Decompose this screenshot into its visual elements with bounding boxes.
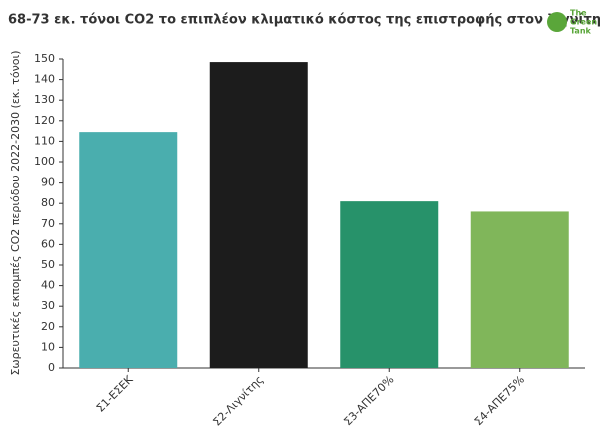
chart-title: 68-73 εκ. τόνοι CO2 το επιπλέον κλιματικ…	[8, 13, 600, 28]
y-tick-label: 0	[48, 361, 55, 374]
y-tick-label: 140	[34, 73, 55, 86]
y-tick-label: 20	[41, 320, 55, 333]
y-tick-label: 80	[41, 196, 55, 209]
bar	[470, 211, 569, 368]
x-tick-label: Σ4-ΑΠΕ75%	[472, 373, 527, 427]
logo: The Green Tank	[547, 9, 597, 36]
bar	[209, 62, 308, 369]
y-tick-label: 70	[41, 217, 55, 230]
y-tick-label: 30	[41, 299, 55, 312]
y-axis-label: Σωρευτικές εκπομπές CO2 περιόδου 2022-20…	[9, 50, 22, 375]
y-tick-label: 40	[41, 279, 55, 292]
y-tick-label: 90	[41, 176, 55, 189]
x-tick-label: Σ2-Λιγνίτης	[210, 373, 266, 427]
y-tick-label: 120	[34, 114, 55, 127]
y-tick-label: 50	[41, 258, 55, 271]
x-tick-label: Σ1-ΕΣΕΚ	[94, 372, 136, 414]
logo-text: Green	[570, 18, 597, 27]
x-tick-label: Σ3-ΑΠΕ70%	[341, 373, 396, 427]
logo-text: The	[570, 9, 587, 18]
y-tick-label: 130	[34, 93, 55, 106]
y-tick-label: 150	[34, 52, 55, 65]
y-tick-label: 110	[34, 134, 55, 147]
bar	[79, 132, 178, 368]
y-tick-label: 100	[34, 155, 55, 168]
logo-text: Tank	[570, 27, 592, 36]
y-tick-label: 60	[41, 237, 55, 250]
bar	[340, 201, 439, 368]
logo-icon	[547, 12, 567, 32]
y-tick-label: 10	[41, 340, 55, 353]
